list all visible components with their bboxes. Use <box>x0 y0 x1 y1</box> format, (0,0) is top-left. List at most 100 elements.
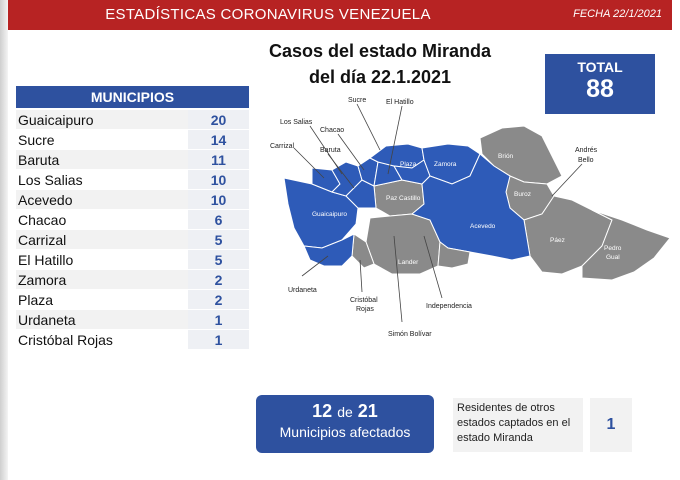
map-label-zamora: Zamora <box>434 161 457 168</box>
table-row: Los Salias 10 <box>16 170 249 190</box>
municipio-name: Carrizal <box>16 230 188 249</box>
municipio-name: Los Salias <box>18 172 83 188</box>
table-row: Urdaneta 1 <box>16 310 249 330</box>
map-label-lander: Lander <box>398 259 419 266</box>
table-row: Acevedo 10 <box>16 190 249 210</box>
map-label-el-hatillo: El Hatillo <box>386 99 414 106</box>
municipio-count: 10 <box>188 190 249 209</box>
municipio-name: Guaicaipuro <box>16 110 188 129</box>
map-region-baruta <box>345 179 377 209</box>
municipio-name: Urdaneta <box>16 310 188 329</box>
map-label-sucre: Sucre <box>348 97 366 104</box>
map-label-brion: Brión <box>498 153 514 160</box>
map-label-pedro-gual-2: Gual <box>606 254 620 261</box>
municipio-count: 10 <box>188 170 249 189</box>
municipio-count: 5 <box>188 230 249 249</box>
table-row: Baruta 11 <box>16 150 249 170</box>
map-label-cristobal-rojas-1: Cristóbal <box>350 297 378 304</box>
title-line-2: del día 22.1.2021 <box>308 67 452 87</box>
map-label-acevedo: Acevedo <box>470 223 496 230</box>
municipio-name: Acevedo <box>16 190 188 209</box>
affected-connector: de <box>337 404 353 420</box>
municipios-header: MUNICIPIOS <box>16 86 249 108</box>
leader-line-chacao <box>337 133 365 171</box>
municipios-table: Guaicaipuro 20 Sucre 14 Baruta 11 Los Salia… <box>16 110 249 350</box>
affected-fraction: 12 de 21 <box>256 401 434 422</box>
leader-line-cristobal-rojas <box>359 259 363 293</box>
map-region-independencia <box>437 241 471 269</box>
total-label: TOTAL <box>577 59 623 75</box>
table-row: El Hatillo 5 <box>16 250 249 270</box>
page-title: Casos del estado Miranda del día 22.1.20… <box>230 38 530 90</box>
municipio-count: 14 <box>188 130 249 149</box>
leader-line-baruta <box>327 153 355 189</box>
total-box: TOTAL 88 <box>545 54 655 114</box>
map-label-andres-bello-1: Andrés <box>575 147 598 154</box>
affected-municipalities-box: 12 de 21 Municipios afectados <box>256 395 434 453</box>
affected-label: Municipios afectados <box>279 424 411 440</box>
table-row: Cristóbal Rojas 1 <box>16 330 249 350</box>
map-label-cristobal-rojas-2: Rojas <box>356 306 374 313</box>
residents-text: Residentes de otros estados captados en … <box>453 398 583 452</box>
municipio-count: 2 <box>188 290 249 309</box>
map-label-carrizal: Carrizal <box>270 143 295 150</box>
table-row: Sucre 14 <box>16 130 249 150</box>
municipio-name: El Hatillo <box>18 252 74 268</box>
map-label-pedro-gual-1: Pedro <box>604 245 622 252</box>
leader-line-el-hatillo <box>387 105 403 175</box>
map-label-paez: Páez <box>550 237 565 244</box>
leader-line-los-salias <box>309 125 343 175</box>
municipio-count: 6 <box>188 210 249 229</box>
title-line-1: Casos del estado Miranda <box>268 41 492 61</box>
header-bar: ESTADÍSTICAS CORONAVIRUS VENEZUELA FECHA… <box>8 0 672 30</box>
affected-count: 12 <box>312 401 333 421</box>
municipio-name: Cristóbal Rojas <box>18 332 113 348</box>
municipio-name: Sucre <box>18 132 55 148</box>
leader-line-urdaneta <box>301 255 329 277</box>
map-label-chacao: Chacao <box>320 127 344 134</box>
leader-lines <box>293 103 583 323</box>
map-label-los-salias: Los Salias <box>280 119 313 126</box>
map-label-guaicaipuro: Guaicaipuro <box>312 211 347 218</box>
total-value: 88 <box>586 75 614 103</box>
header-date: FECHA 22/1/2021 <box>573 8 662 20</box>
map-labels: Sucre El Hatillo Los Salias Chacao Barut… <box>270 97 598 338</box>
map-label-baruta: Baruta <box>320 147 341 154</box>
table-row: Chacao 6 <box>16 210 249 230</box>
map-label-plaza: Plaza <box>400 161 417 168</box>
map-label-urdaneta: Urdaneta <box>288 287 317 294</box>
leader-line-sucre <box>356 103 381 151</box>
leader-line-independencia <box>423 235 443 299</box>
map-region-pedro-gual <box>581 209 671 281</box>
municipio-count: 1 <box>188 330 249 349</box>
municipio-name: Chacao <box>18 212 67 228</box>
map-label-simon-bolivar: Simón Bolívar <box>388 331 432 338</box>
table-row: Zamora 2 <box>16 270 249 290</box>
map-region-acevedo <box>410 153 531 261</box>
affected-total: 21 <box>357 401 378 421</box>
municipio-name: Baruta <box>16 150 188 169</box>
map-label-paz-castillo: Paz Castillo <box>386 195 421 202</box>
table-row: Plaza 2 <box>16 290 249 310</box>
map-label-buroz: Buroz <box>514 191 531 198</box>
leader-line-simon-bolivar <box>393 235 403 323</box>
miranda-map: Sucre El Hatillo Los Salias Chacao Barut… <box>270 97 671 338</box>
residents-count: 1 <box>590 398 632 452</box>
table-row: Guaicaipuro 20 <box>16 110 249 130</box>
map-region-urdaneta <box>303 233 355 267</box>
municipio-count: 20 <box>188 110 249 129</box>
municipio-count: 2 <box>188 270 249 289</box>
table-row: Carrizal 5 <box>16 230 249 250</box>
left-shadow <box>0 0 8 480</box>
map-label-andres-bello-2: Bello <box>578 157 594 164</box>
leader-line-andres-bello <box>551 163 583 197</box>
leader-line-carrizal <box>293 147 325 179</box>
municipio-count: 1 <box>188 310 249 329</box>
municipio-count: 11 <box>188 150 249 169</box>
header-title: ESTADÍSTICAS CORONAVIRUS VENEZUELA <box>105 6 431 23</box>
map-inner-labels: Plaza Zamora Brión Buroz Paz Castillo Gu… <box>312 153 622 266</box>
municipio-name: Zamora <box>16 270 188 289</box>
municipio-name: Plaza <box>18 292 54 308</box>
municipio-count: 5 <box>188 250 249 269</box>
